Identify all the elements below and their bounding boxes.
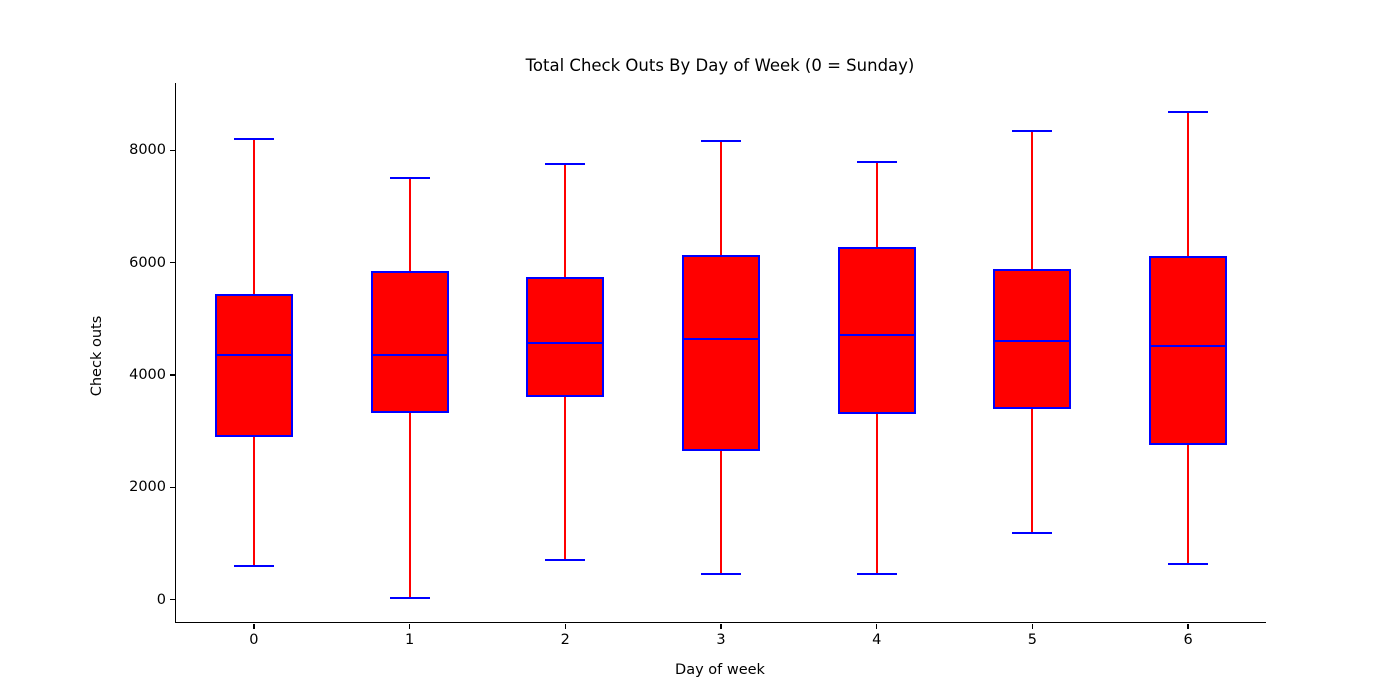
median-line [837,334,916,337]
whisker-cap-lower [856,573,897,576]
x-tick-mark [720,623,722,629]
x-tick-mark [875,623,878,629]
box [1149,255,1228,446]
x-tick-label: 5 [1027,632,1038,648]
x-axis-label: Day of week [675,662,765,678]
x-tick-mark [1187,623,1189,629]
whisker-cap-upper [701,140,741,143]
whisker-lower [564,397,567,561]
x-tick-mark [408,623,411,629]
whisker-cap-lower [701,573,741,576]
y-tick-label: 6000 [129,254,166,271]
box [526,276,605,398]
median-line [214,354,293,357]
y-tick-mark [169,486,175,488]
whisker-cap-upper [233,137,274,140]
median-line [526,341,605,344]
box [682,254,760,451]
x-tick-label: 2 [560,632,570,648]
x-tick-label: 6 [1183,632,1193,648]
whisker-cap-upper [1012,129,1053,132]
whisker-lower [720,450,722,575]
box [370,271,449,414]
y-tick-mark [169,149,175,152]
y-tick-label: 4000 [129,366,166,383]
x-tick-mark [253,623,255,629]
whisker-cap-lower [1012,531,1053,534]
whisker-lower [1031,409,1034,533]
x-tick-label: 3 [716,632,726,648]
whisker-cap-upper [389,177,430,180]
whisker-upper [564,164,567,277]
y-axis-label: Check outs [89,315,105,397]
whisker-upper [875,162,878,247]
median-line [993,339,1072,342]
whisker-lower [252,436,255,566]
y-tick-label: 0 [156,591,166,608]
whisker-upper [408,178,411,272]
x-tick-mark [1031,623,1034,629]
plot-area: 0 2000 4000 6000 8000 0 1 2 3 4 5 6 [129,83,1266,648]
whisker-cap-upper [1168,110,1209,113]
box [214,293,293,437]
x-tick-label: 0 [249,632,259,648]
whisker-lower [875,414,878,575]
median-line [370,353,449,356]
whisker-upper [1031,130,1034,270]
whisker-cap-lower [1168,562,1209,565]
whisker-lower [1187,445,1190,564]
whisker-upper [720,141,722,255]
y-tick-mark [169,261,175,264]
box [837,246,916,415]
whisker-lower [408,413,411,598]
x-tick-label: 1 [404,632,415,648]
y-tick-label: 2000 [129,479,166,496]
whisker-cap-lower [389,596,430,599]
x-tick-label: 4 [872,632,882,648]
median-line [682,338,760,341]
box [993,269,1072,410]
whisker-cap-lower [233,564,274,567]
y-tick-mark [169,374,175,376]
whisker-cap-lower [545,559,586,562]
y-tick-label: 8000 [129,142,166,159]
whisker-cap-upper [856,161,897,164]
x-tick-mark [564,623,567,629]
median-line [1149,344,1228,347]
y-tick-mark [169,598,175,601]
whisker-cap-upper [545,163,586,166]
chart-title: Total Check Outs By Day of Week (0 = Sun… [525,56,915,75]
whisker-upper [1187,111,1190,256]
whisker-upper [252,138,255,294]
